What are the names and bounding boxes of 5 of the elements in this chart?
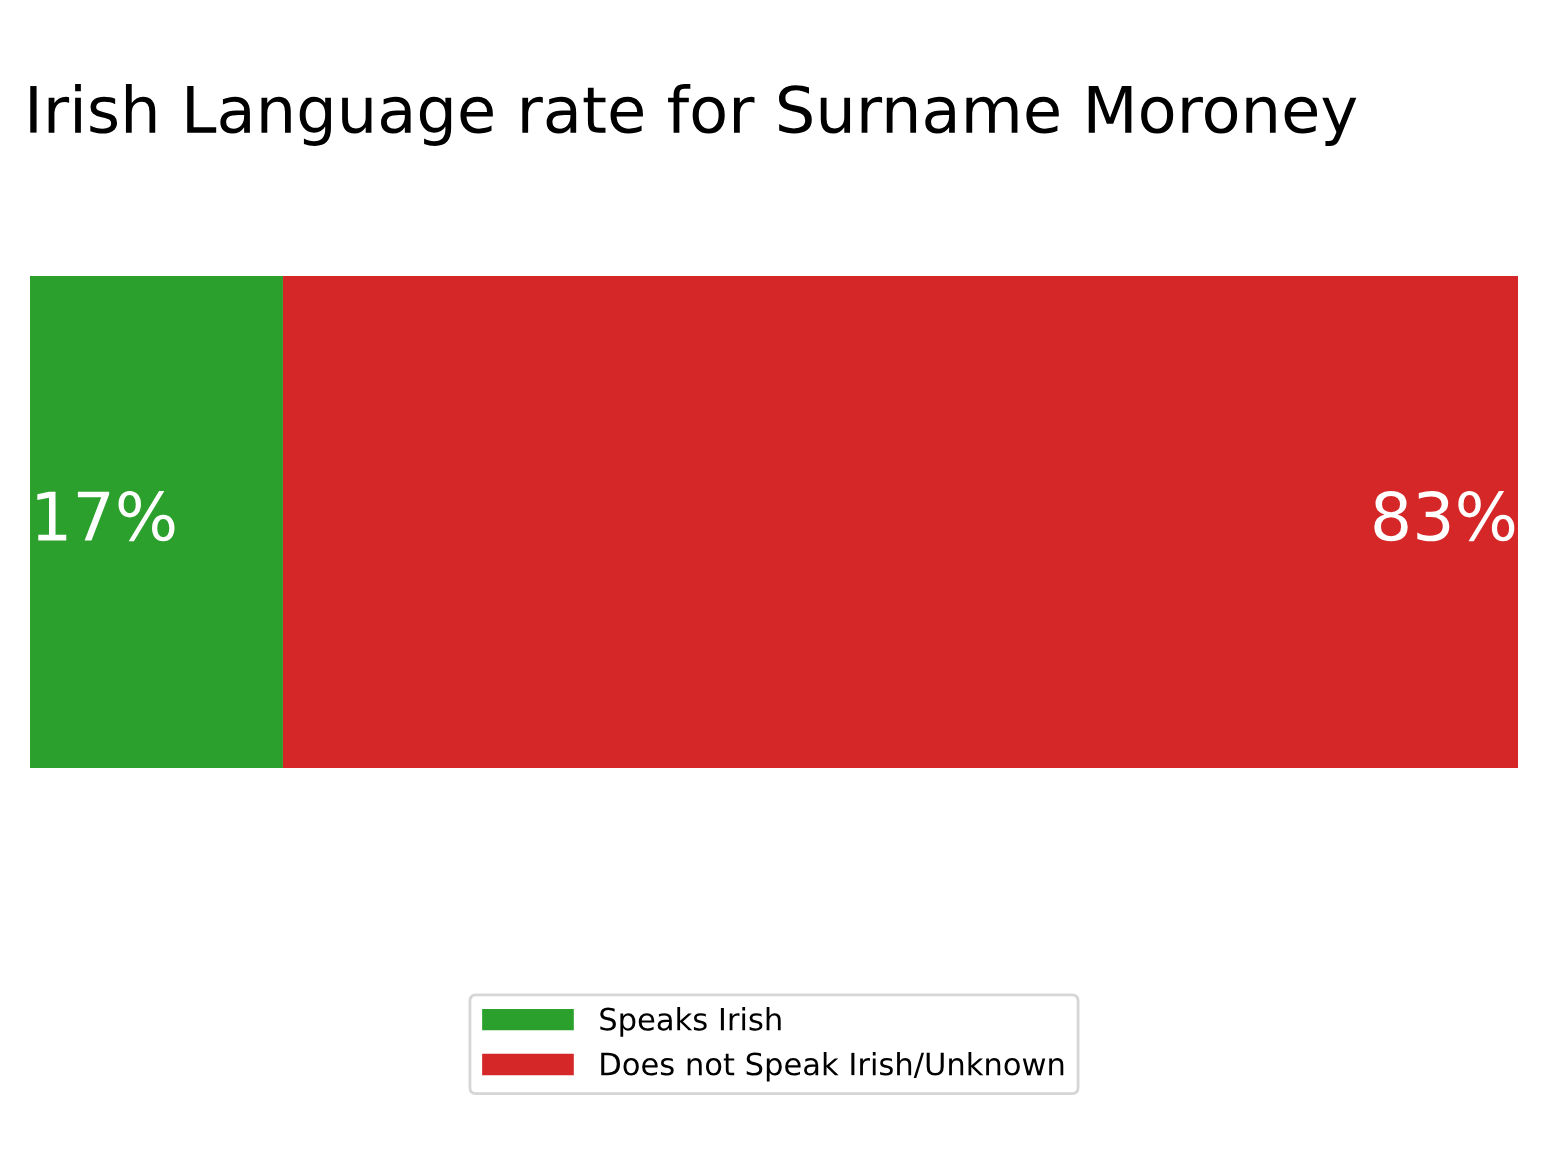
- legend-label: Speaks Irish: [600, 1007, 781, 1037]
- chart-title: Irish Language rate for Surname Moroney: [30, 84, 1357, 146]
- data-label: 83%: [1374, 490, 1515, 542]
- data-label: 17%: [37, 490, 175, 542]
- legend-label: Does not Speak Irish/Unknown: [601, 1051, 1064, 1082]
